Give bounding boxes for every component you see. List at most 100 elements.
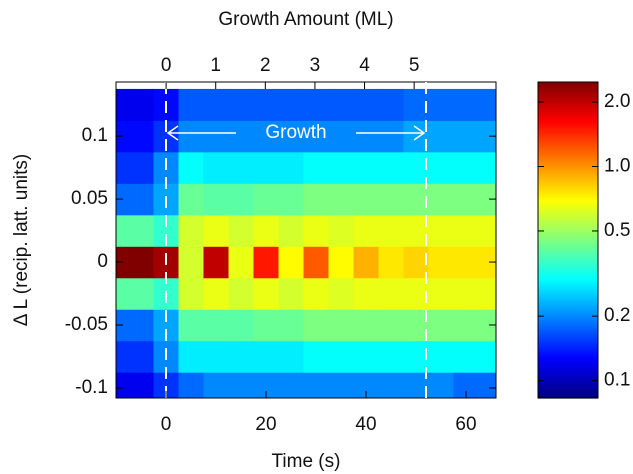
heat-cell <box>203 309 229 342</box>
colorbar-step <box>538 115 598 119</box>
x2-tick-label: 5 <box>409 55 420 76</box>
colorbar-step <box>538 250 598 254</box>
heat-cell <box>403 214 429 247</box>
heat-cell <box>178 277 204 310</box>
x-tick-label: 40 <box>355 414 376 435</box>
heat-cell <box>353 277 379 310</box>
heat-cell <box>428 183 454 216</box>
colorbar-step <box>538 237 598 241</box>
heat-cell <box>253 183 279 216</box>
colorbar-step <box>538 162 598 165</box>
heat-cell <box>478 372 496 398</box>
heat-cell <box>378 277 404 310</box>
heat-cell <box>478 183 496 216</box>
colorbar-step <box>538 170 598 174</box>
colorbar-step <box>538 130 598 134</box>
heat-cell <box>278 151 304 184</box>
heat-cell <box>328 246 354 279</box>
heat-cell <box>228 372 254 398</box>
colorbar-frame <box>537 81 599 399</box>
heat-cell <box>203 183 229 216</box>
colorbar-step <box>538 117 598 121</box>
colorbar-step <box>538 263 598 266</box>
heat-cell <box>303 309 329 342</box>
heat-cell <box>253 309 279 342</box>
x2-tick-label: 4 <box>359 55 370 76</box>
heat-cell <box>453 183 479 216</box>
heat-cell <box>478 88 496 121</box>
plot-frame <box>115 81 497 399</box>
colorbar-step <box>538 240 598 243</box>
colorbar-step <box>538 172 598 176</box>
colorbar-step <box>538 113 598 117</box>
colorbar-step <box>538 349 598 353</box>
colorbar-step <box>538 305 598 309</box>
heat-cell <box>253 246 279 279</box>
colorbar-step <box>538 159 598 163</box>
heat-cell <box>403 372 429 398</box>
heat-cell <box>378 309 404 342</box>
heat-cell <box>278 340 304 373</box>
heat-cell <box>128 151 154 184</box>
colorbar-step <box>538 298 598 302</box>
heat-cell <box>203 372 229 398</box>
heat-cell <box>378 120 404 153</box>
heat-cell <box>303 277 329 310</box>
heat-cell <box>403 246 429 279</box>
heat-cell <box>378 372 404 398</box>
colorbar-step <box>538 343 598 346</box>
heat-cell <box>178 246 204 279</box>
x-tick-label: 60 <box>455 414 476 435</box>
heat-cell <box>328 183 354 216</box>
heat-cell <box>378 214 404 247</box>
colorbar-step <box>538 109 598 113</box>
colorbar-step <box>538 391 598 395</box>
heat-cell <box>478 151 496 184</box>
heat-cell <box>453 151 479 184</box>
heat-cell <box>428 214 454 247</box>
heat-cell <box>128 372 154 398</box>
heat-cell <box>378 246 404 279</box>
colorbar-step <box>538 98 598 102</box>
heat-cell <box>378 340 404 373</box>
colorbar-step <box>538 227 598 231</box>
heat-cell <box>378 88 404 121</box>
colorbar-step <box>538 294 598 298</box>
x-axis-label: Time (s) <box>272 451 341 472</box>
heat-cell <box>278 88 304 121</box>
heat-cell <box>253 151 279 184</box>
colorbar-step <box>538 273 598 277</box>
colorbar-step <box>538 231 598 235</box>
colorbar-step <box>538 296 598 300</box>
colorbar-step <box>538 284 598 287</box>
heat-cell <box>478 120 496 153</box>
colorbar-step <box>538 322 598 325</box>
colorbar-step <box>538 92 598 96</box>
heat-cell <box>178 151 204 184</box>
colorbar-step <box>538 256 598 260</box>
colorbar-step <box>538 204 598 207</box>
heat-cell <box>128 246 154 279</box>
colorbar-step <box>538 252 598 256</box>
colorbar-step <box>538 147 598 151</box>
heat-cell <box>353 151 379 184</box>
colorbar-step <box>538 140 598 144</box>
colorbar-step <box>538 271 598 275</box>
y-axis-label: Δ L (recip. latt. units) <box>11 154 32 327</box>
heat-cell <box>303 372 329 398</box>
heat-cell <box>353 246 379 279</box>
heat-cell <box>203 214 229 247</box>
heat-cell <box>378 183 404 216</box>
colorbar-step <box>538 214 598 218</box>
colorbar-step <box>538 195 598 199</box>
colorbar-step <box>538 210 598 214</box>
colorbar-step <box>538 233 598 237</box>
colorbar-step <box>538 379 598 382</box>
colorbar-step <box>538 366 598 370</box>
annotation: Growth <box>265 122 326 143</box>
heat-cell <box>203 88 229 121</box>
colorbar-step <box>538 326 598 330</box>
colorbar-step <box>538 206 598 209</box>
heat-cell <box>278 120 304 153</box>
